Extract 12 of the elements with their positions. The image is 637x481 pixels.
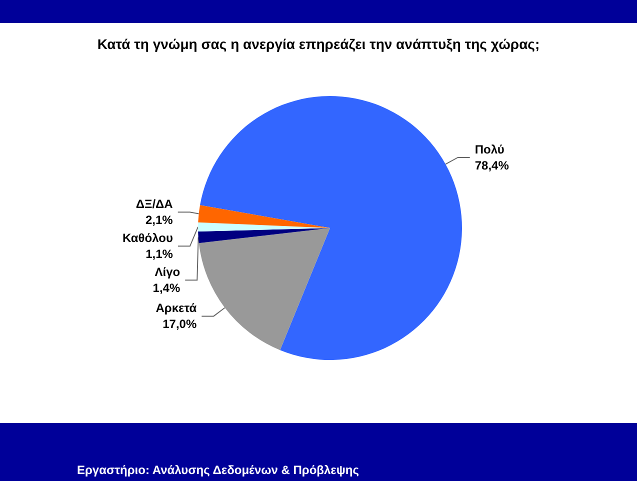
slice-label: Καθόλου (122, 231, 173, 246)
data-label: 1,1% (146, 247, 174, 262)
chart-title: Κατά τη γνώμη σας η ανεργία επηρεάζει την ανάπτυξη της χώρας; (97, 36, 540, 52)
data-label: 17,0% (162, 317, 197, 332)
slice-label: Λίγο (154, 265, 180, 280)
slice-label: ΔΞ/ΔΑ (136, 197, 174, 212)
data-label: 1,4% (152, 281, 180, 296)
data-label: 78,4% (474, 158, 510, 172)
text: Εργαστήριο: Ανάλυσης Δεδομένων & Πρόβλεψης (77, 463, 359, 477)
slice-label: Αρκετά (156, 301, 198, 316)
slice-label: Πολύ (474, 142, 504, 156)
data-label: 2,1% (146, 213, 174, 228)
